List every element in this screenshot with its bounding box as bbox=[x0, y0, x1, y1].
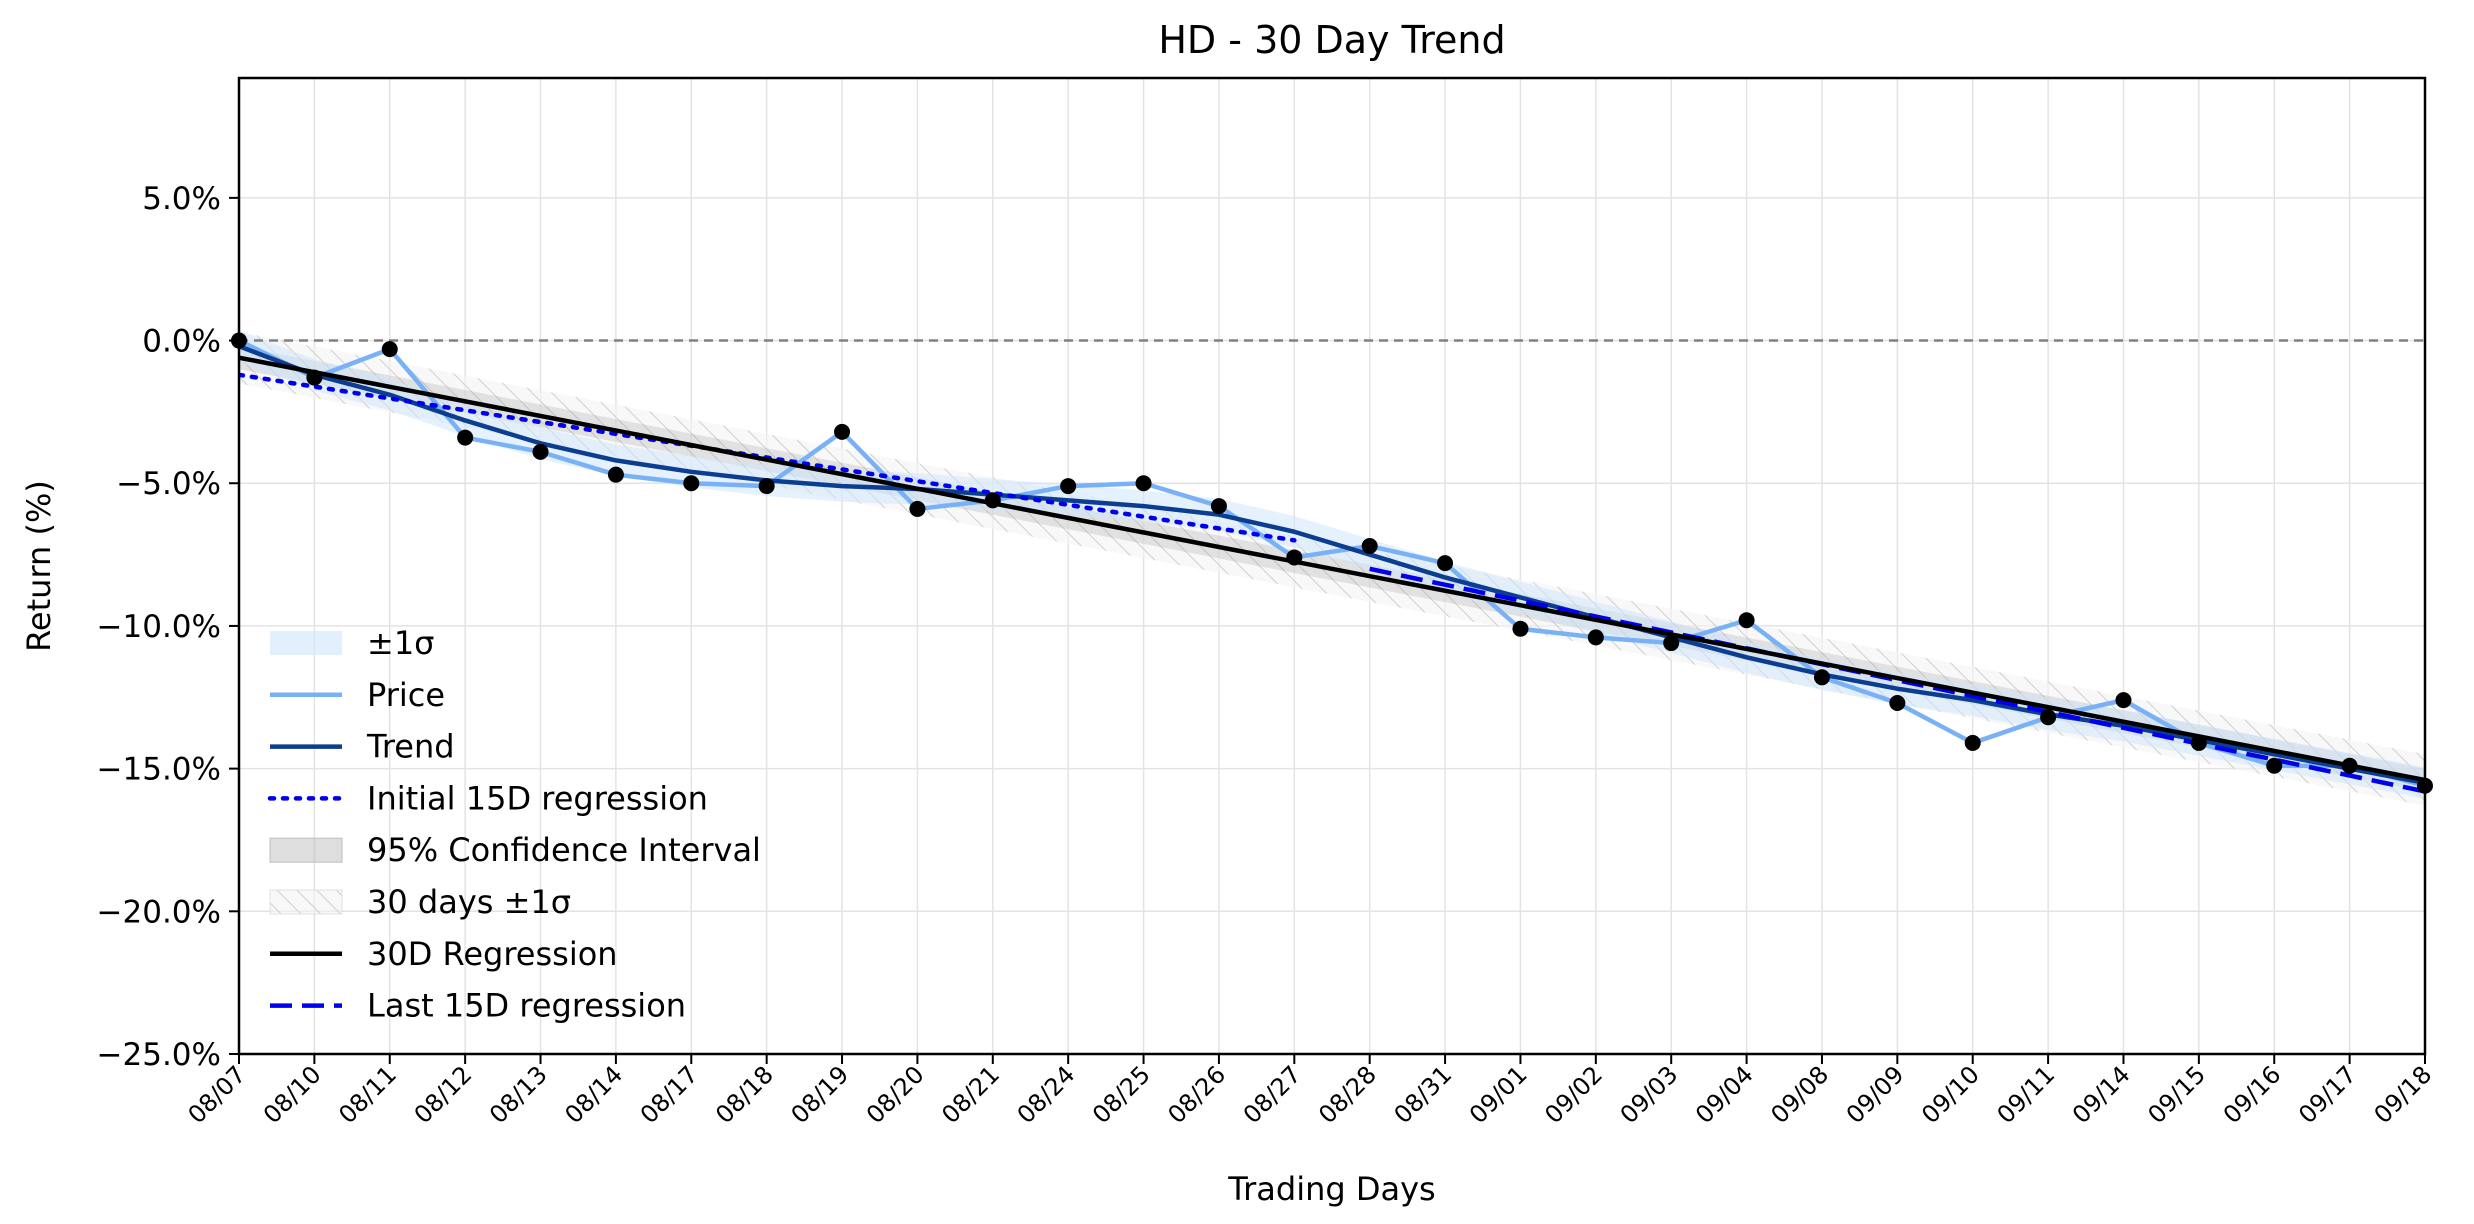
price-point bbox=[2040, 709, 2057, 726]
x-tick-label: 08/10 bbox=[258, 1060, 327, 1129]
x-tick-label: 09/17 bbox=[2293, 1060, 2362, 1129]
x-tick-label: 08/19 bbox=[786, 1060, 855, 1129]
price-point bbox=[1738, 612, 1755, 629]
x-tick-label: 08/18 bbox=[710, 1060, 779, 1129]
x-tick-label: 08/28 bbox=[1313, 1060, 1382, 1129]
series-layer bbox=[239, 338, 2425, 794]
plot-frame bbox=[237, 76, 2427, 1056]
x-tick-label: 08/21 bbox=[936, 1060, 1005, 1129]
y-tick-label: −5.0% bbox=[116, 466, 221, 502]
price-point bbox=[909, 500, 926, 517]
x-tick-label: 09/15 bbox=[2142, 1060, 2211, 1129]
price-point bbox=[1437, 555, 1454, 572]
legend-label: 30D Regression bbox=[367, 935, 618, 973]
price-points bbox=[231, 332, 2433, 794]
x-tick-label: 08/17 bbox=[635, 1060, 704, 1129]
x-axis-label: Trading Days bbox=[1227, 1170, 1435, 1208]
price-point bbox=[532, 443, 549, 460]
x-tick-label: 08/11 bbox=[333, 1060, 402, 1129]
y-tick-label: −10.0% bbox=[97, 609, 221, 645]
price-point bbox=[306, 369, 323, 386]
x-tick-label: 08/26 bbox=[1162, 1060, 1231, 1129]
x-tick-label: 08/25 bbox=[1087, 1060, 1156, 1129]
price-point bbox=[2115, 692, 2132, 709]
price-point bbox=[1060, 478, 1077, 495]
price-point bbox=[607, 466, 624, 483]
price-point bbox=[1587, 629, 1604, 646]
legend-item: Trend bbox=[270, 728, 455, 766]
legend-item: Price bbox=[270, 676, 445, 714]
price-point bbox=[381, 341, 398, 358]
x-tick-label: 09/09 bbox=[1841, 1060, 1910, 1129]
x-tick-label: 09/08 bbox=[1765, 1060, 1834, 1129]
legend-label: Initial 15D regression bbox=[367, 779, 708, 817]
legend-label: ±1σ bbox=[367, 624, 434, 662]
x-tick-label: 09/18 bbox=[2369, 1060, 2438, 1129]
legend-label: Trend bbox=[366, 728, 455, 766]
legend: ±1σ Price Trend Initial 15D regression 95% C… bbox=[267, 624, 761, 1025]
x-tick-label: 08/31 bbox=[1389, 1060, 1458, 1129]
sigma-band bbox=[239, 330, 2425, 799]
legend-swatch bbox=[270, 631, 342, 655]
legend-label: Price bbox=[367, 676, 445, 714]
x-tick-label: 09/01 bbox=[1464, 1060, 1533, 1129]
price-point bbox=[834, 423, 851, 440]
price-point bbox=[2190, 734, 2207, 751]
price-point bbox=[1889, 694, 1906, 711]
x-tick-label: 08/24 bbox=[1012, 1060, 1081, 1129]
legend-item: 30 days ±1σ bbox=[269, 883, 571, 921]
price-point bbox=[1286, 549, 1303, 566]
30d-regression-line bbox=[239, 355, 2425, 783]
y-axis-label: Return (%) bbox=[20, 480, 58, 652]
price-point bbox=[984, 492, 1001, 509]
legend-swatch bbox=[269, 837, 343, 863]
legend-label: Last 15D regression bbox=[367, 987, 686, 1025]
price-point bbox=[457, 429, 474, 446]
y-axis: 5.0% 0.0% −5.0% −10.0% −15.0% −20.0% −25.0% bbox=[97, 181, 239, 1073]
price-point bbox=[1361, 538, 1378, 555]
x-tick-label: 09/14 bbox=[2067, 1060, 2136, 1129]
price-point bbox=[683, 475, 700, 492]
grid-lines bbox=[238, 78, 2426, 1055]
y-tick-label: 0.0% bbox=[142, 324, 221, 360]
price-point bbox=[1210, 498, 1227, 515]
x-tick-label: 08/13 bbox=[484, 1060, 553, 1129]
x-tick-label: 09/11 bbox=[1992, 1060, 2061, 1129]
x-tick-label: 08/14 bbox=[559, 1060, 628, 1129]
x-axis: 08/07 08/10 08/11 08/12 08/13 08/14 08/17 08/18… bbox=[183, 1054, 2438, 1129]
price-point bbox=[758, 478, 775, 495]
x-tick-label: 09/03 bbox=[1615, 1060, 1684, 1129]
x-tick-label: 09/04 bbox=[1690, 1060, 1759, 1129]
legend-item: Last 15D regression bbox=[270, 987, 686, 1025]
price-point bbox=[2266, 757, 2283, 774]
legend-swatch bbox=[269, 889, 343, 915]
price-point bbox=[1135, 475, 1152, 492]
x-tick-label: 09/02 bbox=[1539, 1060, 1608, 1129]
legend-item: Initial 15D regression bbox=[267, 779, 708, 817]
x-tick-label: 09/16 bbox=[2218, 1060, 2287, 1129]
legend-item: 95% Confidence Interval bbox=[269, 831, 761, 869]
price-point bbox=[1813, 669, 1830, 686]
x-tick-label: 08/27 bbox=[1238, 1060, 1307, 1129]
x-tick-label: 08/20 bbox=[861, 1060, 930, 1129]
legend-label: 30 days ±1σ bbox=[367, 883, 571, 921]
price-point bbox=[1512, 620, 1529, 637]
y-tick-label: −25.0% bbox=[97, 1037, 221, 1073]
x-tick-label: 08/12 bbox=[409, 1060, 478, 1129]
price-point bbox=[2341, 757, 2358, 774]
chart-title: HD - 30 Day Trend bbox=[1158, 18, 1505, 62]
y-tick-label: 5.0% bbox=[142, 181, 221, 217]
legend-item: 30D Regression bbox=[270, 935, 618, 973]
legend-label: 95% Confidence Interval bbox=[367, 831, 761, 869]
x-tick-label: 09/10 bbox=[1916, 1060, 1985, 1129]
y-tick-label: −20.0% bbox=[97, 894, 221, 930]
last-15d-regression-line bbox=[1369, 566, 2425, 794]
price-point bbox=[1663, 635, 1680, 652]
price-point bbox=[1964, 734, 1981, 751]
y-tick-label: −15.0% bbox=[97, 752, 221, 788]
legend-item: ±1σ bbox=[270, 624, 434, 662]
